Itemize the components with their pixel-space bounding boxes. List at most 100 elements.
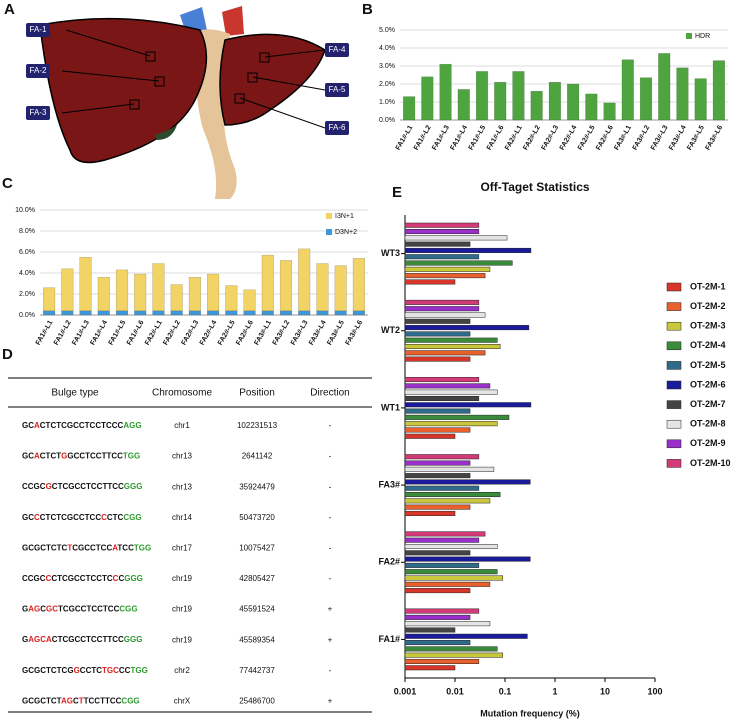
bar bbox=[404, 658, 480, 664]
bar bbox=[404, 254, 480, 260]
sequence-segment: GC bbox=[22, 452, 34, 461]
sequence-segment: G bbox=[22, 635, 28, 644]
bar bbox=[421, 76, 434, 121]
bar bbox=[404, 318, 471, 324]
bar bbox=[404, 633, 528, 639]
bar bbox=[79, 310, 92, 316]
y-tick-label: WT3 bbox=[381, 248, 400, 258]
x-tick-label: FA3#-L2 bbox=[272, 319, 292, 346]
y-tick-label: WT2 bbox=[381, 325, 400, 335]
bulge-sequence: GCGCTCTAGCTTCCTTCCCGG bbox=[22, 697, 140, 706]
sequence-segment: GCCTCCTTCC bbox=[67, 452, 123, 461]
sequence-segment: C bbox=[118, 574, 124, 583]
y-tick-label: 0.0% bbox=[379, 117, 395, 124]
panel-label: A bbox=[4, 1, 15, 18]
bar bbox=[404, 356, 471, 362]
bar bbox=[404, 652, 503, 658]
y-tick-label: 10.0% bbox=[15, 207, 35, 214]
sequence-segment: CGG bbox=[121, 697, 139, 706]
bar bbox=[61, 310, 74, 316]
bar bbox=[404, 279, 456, 285]
table-cell: 102231513 bbox=[237, 421, 278, 430]
table-cell: - bbox=[329, 452, 332, 461]
region-box bbox=[325, 83, 349, 97]
x-axis-label: Mutation frequency (%) bbox=[480, 708, 580, 718]
table-header: Chromosome bbox=[152, 388, 212, 399]
table-cell: + bbox=[328, 605, 333, 614]
sequence-segment: A bbox=[34, 421, 40, 430]
region-label: FA-3 bbox=[30, 108, 47, 117]
x-tick-label: FA3#-L3 bbox=[650, 124, 670, 151]
legend-swatch bbox=[666, 419, 682, 429]
bar bbox=[152, 310, 165, 316]
sequence-segment: GGG bbox=[124, 482, 143, 491]
bar bbox=[97, 276, 110, 312]
x-tick-label: FA2#-L3 bbox=[181, 319, 201, 346]
bar bbox=[79, 257, 92, 312]
bar bbox=[404, 510, 456, 516]
bar bbox=[404, 479, 531, 485]
sequence-segment: G bbox=[22, 605, 28, 614]
bar bbox=[404, 531, 486, 537]
sequence-segment: CGG bbox=[119, 605, 137, 614]
bar bbox=[404, 350, 486, 356]
bar bbox=[43, 310, 56, 316]
bulge-sequence: GCGCTCTCTCGCCTCCATCCTGG bbox=[22, 544, 151, 553]
sequence-segment: C bbox=[73, 697, 79, 706]
bar bbox=[404, 260, 513, 266]
bar bbox=[404, 395, 480, 401]
bar bbox=[298, 248, 311, 312]
bar bbox=[334, 265, 347, 312]
y-tick-label: 2.0% bbox=[379, 81, 395, 88]
bar bbox=[243, 289, 256, 312]
table-cell: chr17 bbox=[172, 544, 193, 553]
bulge-sequence: GCACTCTCGCCTCCTCCCAGG bbox=[22, 421, 142, 430]
table-cell: - bbox=[329, 574, 332, 583]
sequence-segment: GCGCTCTCG bbox=[22, 666, 74, 675]
legend-label: OT-2M-7 bbox=[690, 399, 726, 409]
legend-label: OT-2M-1 bbox=[690, 281, 726, 291]
sequence-segment: TGG bbox=[123, 452, 140, 461]
bar bbox=[404, 614, 471, 620]
sequence-segment: GGG bbox=[124, 574, 143, 583]
bar bbox=[404, 421, 498, 427]
bar bbox=[639, 77, 653, 121]
sequence-segment: A bbox=[34, 452, 40, 461]
x-tick-label: 0.001 bbox=[394, 686, 417, 696]
table-cell: chr13 bbox=[172, 482, 193, 491]
sequence-segment: CCGC bbox=[22, 482, 46, 491]
bar bbox=[404, 569, 498, 575]
legend-swatch bbox=[666, 439, 682, 449]
sequence-segment: C bbox=[34, 513, 40, 522]
bar bbox=[404, 562, 480, 568]
sequence-segment: C bbox=[101, 513, 107, 522]
legend-swatch bbox=[666, 459, 682, 468]
table-cell: 25486700 bbox=[239, 697, 275, 706]
region-label: FA-5 bbox=[329, 85, 346, 94]
leader-line bbox=[61, 29, 326, 129]
table-cell: chr19 bbox=[172, 574, 193, 583]
legend-swatch bbox=[686, 33, 692, 39]
sequence-segment: TGG bbox=[130, 666, 147, 675]
bar bbox=[694, 78, 707, 121]
bar bbox=[207, 273, 220, 312]
x-tick-label: 1 bbox=[552, 686, 557, 696]
region-box bbox=[26, 64, 50, 78]
table-cell: chr14 bbox=[172, 513, 193, 522]
sequence-segment: A bbox=[112, 544, 118, 553]
sequence-segment: GCGCTCTC bbox=[22, 544, 68, 553]
right-lobe bbox=[39, 17, 208, 164]
sequence-segment: AG bbox=[28, 605, 40, 614]
bar bbox=[404, 325, 530, 331]
bar bbox=[352, 258, 365, 312]
bar bbox=[404, 312, 486, 318]
bar bbox=[404, 408, 471, 414]
x-tick-label: FA3#-L6 bbox=[705, 124, 725, 151]
bar bbox=[404, 402, 532, 408]
bar bbox=[207, 310, 220, 316]
sequence-segment: G bbox=[74, 666, 80, 675]
bar bbox=[243, 310, 256, 316]
bar bbox=[404, 235, 508, 241]
legend-label: OT-2M-6 bbox=[690, 379, 726, 389]
